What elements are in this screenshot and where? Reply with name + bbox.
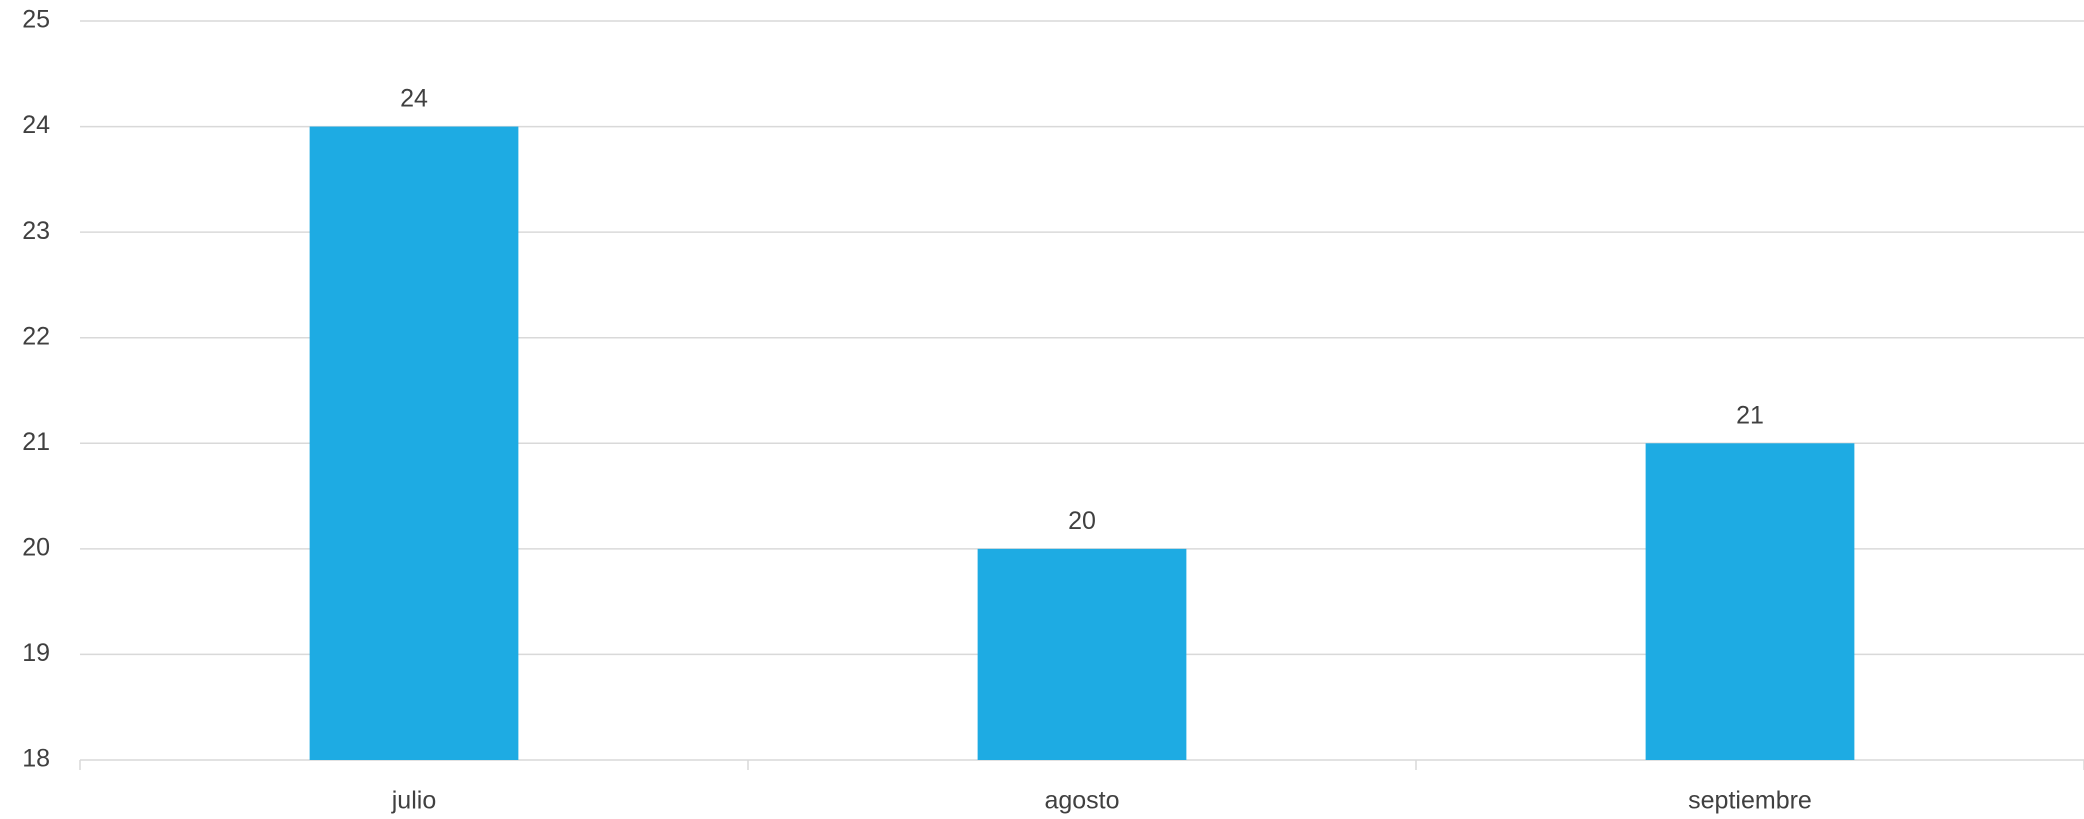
- data-label-julio: 24: [400, 85, 428, 113]
- x-tick-label-agosto: agosto: [1044, 787, 1119, 815]
- y-tick-label: 24: [22, 111, 50, 139]
- y-tick-label: 20: [22, 533, 50, 561]
- bars: [309, 126, 1855, 761]
- y-tick-label: 19: [22, 639, 50, 667]
- bar-septiembre: [1645, 443, 1855, 760]
- data-label-septiembre: 21: [1736, 401, 1764, 429]
- x-tick-label-julio: julio: [391, 787, 436, 815]
- x-axis-tick-labels: julio agosto septiembre: [391, 787, 1812, 815]
- y-tick-label: 21: [22, 428, 50, 456]
- bar-agosto: [977, 548, 1187, 760]
- y-tick-label: 25: [22, 6, 50, 34]
- x-tick-label-septiembre: septiembre: [1688, 787, 1812, 815]
- y-tick-label: 18: [22, 745, 50, 773]
- y-axis-tick-labels: 18 19 20 21 22 23 24 25: [22, 6, 50, 773]
- y-tick-label: 23: [22, 217, 50, 245]
- data-labels: 24 20 21: [400, 85, 1764, 535]
- bar-julio: [309, 126, 519, 761]
- x-axis: [79, 759, 2084, 770]
- y-tick-label: 22: [22, 322, 50, 350]
- data-label-agosto: 20: [1068, 507, 1096, 535]
